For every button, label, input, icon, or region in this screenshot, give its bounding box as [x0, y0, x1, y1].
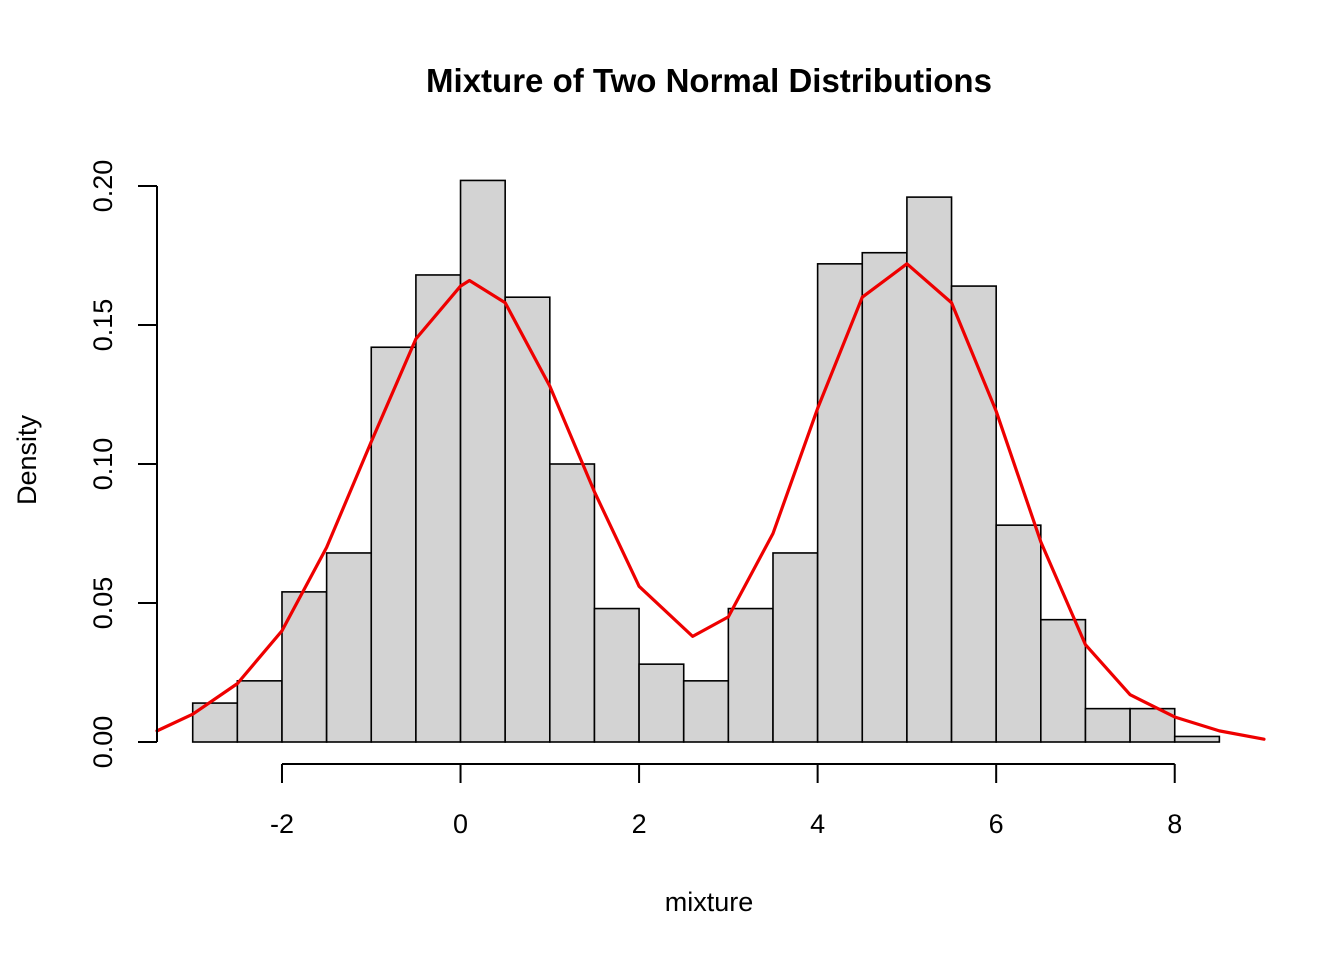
histogram-bars	[191, 179, 1221, 743]
histogram-bar	[861, 251, 908, 743]
histogram-bar	[504, 296, 551, 743]
chart-title: Mixture of Two Normal Distributions	[426, 62, 992, 99]
histogram-bar	[638, 663, 685, 743]
histogram-bar	[995, 524, 1042, 743]
histogram-bar	[772, 552, 819, 743]
histogram-bar	[1173, 735, 1221, 743]
histogram-bar	[325, 552, 373, 743]
y-tick-label: 0.05	[88, 577, 118, 630]
histogram-bar	[236, 680, 283, 743]
histogram-bar	[459, 179, 506, 743]
x-tick-label: 6	[989, 809, 1004, 839]
histogram-bar	[1040, 618, 1087, 743]
histogram-bar	[1084, 707, 1131, 743]
histogram-bar	[549, 463, 596, 743]
y-axis-label: Density	[12, 414, 42, 505]
histogram-bar	[281, 591, 328, 743]
histogram-bar	[950, 285, 997, 743]
x-tick-label: 8	[1167, 809, 1182, 839]
y-tick-label: 0.10	[88, 438, 118, 491]
histogram-bar	[727, 607, 774, 743]
histogram-bar	[816, 263, 864, 743]
y-tick-label: 0.20	[88, 160, 118, 213]
y-tick-label: 0.15	[88, 299, 118, 352]
x-axis: -2 0 2 4 6 8	[270, 763, 1182, 839]
x-axis-label: mixture	[665, 887, 754, 917]
histogram-bar	[682, 680, 730, 743]
x-tick-label: 2	[632, 809, 647, 839]
x-tick-label: 0	[453, 809, 468, 839]
density-curve	[155, 262, 1266, 741]
histogram-bar	[370, 346, 417, 743]
x-tick-label: 4	[810, 809, 825, 839]
histogram-bar	[593, 607, 640, 743]
x-tick-label: -2	[270, 809, 294, 839]
histogram-bar	[415, 274, 462, 743]
histogram-bar	[906, 196, 953, 743]
y-tick-label: 0.00	[88, 716, 118, 769]
y-axis: 0.00 0.05 0.10 0.15 0.20	[88, 160, 158, 769]
